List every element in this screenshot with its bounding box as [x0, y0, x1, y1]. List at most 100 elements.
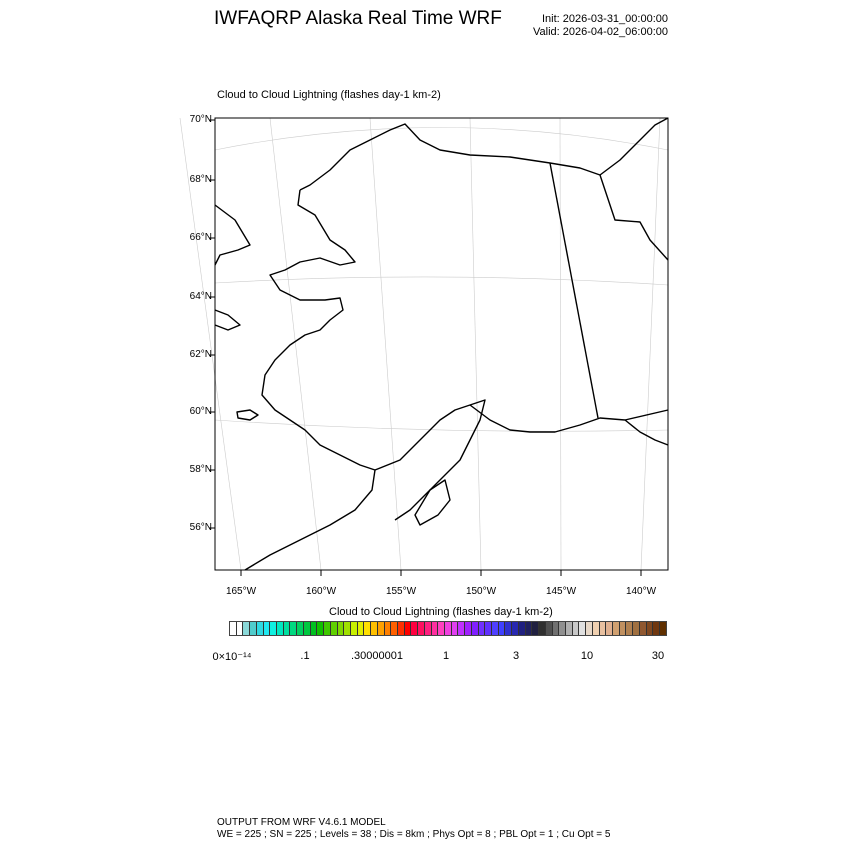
- colorbar-swatch: [397, 622, 405, 635]
- colorbar-swatch: [458, 622, 466, 635]
- colorbar-swatch: [586, 622, 593, 635]
- colorbar-swatch: [236, 622, 244, 635]
- lat-label: 62°N: [189, 349, 212, 360]
- lon-label: 160°W: [305, 586, 337, 597]
- colorbar-swatch: [424, 622, 432, 635]
- colorbar-swatch: [337, 622, 345, 635]
- coast-segment: [414, 479, 451, 526]
- coast-segment: [549, 162, 599, 419]
- colorbar-swatch: [465, 622, 472, 635]
- lat-label: 60°N: [189, 406, 212, 417]
- lon-label: 145°W: [545, 586, 577, 597]
- colorbar-swatch: [310, 622, 318, 635]
- lat-label: 66°N: [189, 232, 212, 243]
- lat-label: 68°N: [189, 174, 212, 185]
- colorbar-swatch: [377, 622, 385, 635]
- colorbar-swatch: [612, 622, 620, 635]
- colorbar-swatch: [532, 622, 540, 635]
- parallel-line: [214, 419, 669, 432]
- lon-label: 150°W: [465, 586, 497, 597]
- lat-lon-grid: [179, 117, 669, 571]
- colorbar-label: 30: [651, 650, 665, 662]
- colorbar-swatch: [357, 622, 365, 635]
- colorbar-swatch: [592, 622, 600, 635]
- colorbar-swatch: [431, 622, 439, 635]
- colorbar-swatch: [653, 622, 660, 635]
- colorbar-swatch: [391, 622, 398, 635]
- colorbar-swatch: [250, 622, 257, 635]
- coast-segment: [469, 404, 669, 446]
- colorbar-swatch: [384, 622, 392, 635]
- parallel-line: [214, 127, 669, 151]
- colorbar-swatch: [411, 622, 419, 635]
- plot-title: IWFAQRP Alaska Real Time WRF: [214, 8, 502, 29]
- lat-label: 70°N: [189, 114, 212, 125]
- colorbar-swatch: [626, 622, 634, 635]
- colorbar-swatch: [364, 622, 372, 635]
- coast-segment: [599, 174, 669, 261]
- colorbar-swatch: [539, 622, 546, 635]
- colorbar-label: .30000001: [351, 650, 403, 662]
- colorbar-swatch: [350, 622, 358, 635]
- colorbar-swatch: [599, 622, 607, 635]
- meridian-line: [269, 117, 322, 571]
- colorbar-label: 10: [580, 650, 594, 662]
- colorbar: [229, 621, 667, 636]
- map-frame: [214, 117, 669, 571]
- colorbar-swatch: [290, 622, 298, 635]
- colorbar-label: 1: [442, 650, 450, 662]
- time-info: Init: 2026-03-31_00:00:00 Valid: 2026-04…: [533, 13, 668, 39]
- footer-line-1: OUTPUT FROM WRF V4.6.1 MODEL: [217, 817, 386, 828]
- colorbar-label: .1: [300, 650, 310, 662]
- colorbar-swatch: [559, 622, 566, 635]
- colorbar-swatch: [256, 622, 264, 635]
- lat-label: 58°N: [189, 464, 212, 475]
- field-title: Cloud to Cloud Lightning (flashes day-1 …: [217, 89, 441, 101]
- footer-line-2: WE = 225 ; SN = 225 ; Levels = 38 ; Dis …: [217, 829, 611, 840]
- colorbar-swatch: [471, 622, 479, 635]
- meridian-line: [640, 117, 661, 571]
- colorbar-swatch: [303, 622, 311, 635]
- colorbar-swatch: [492, 622, 499, 635]
- coast-segment: [299, 117, 669, 191]
- coast-segment: [374, 399, 486, 521]
- coast-segment: [214, 204, 251, 266]
- colorbar-swatch: [330, 622, 338, 635]
- colorbar-swatch: [579, 622, 587, 635]
- colorbar-swatch: [317, 622, 325, 635]
- model-footer: OUTPUT FROM WRF V4.6.1 MODEL WE = 225 ; …: [217, 817, 610, 841]
- colorbar-swatch: [646, 622, 654, 635]
- init-time: Init: 2026-03-31_00:00:00: [542, 13, 668, 25]
- coast-segment: [236, 409, 259, 421]
- colorbar-swatch: [243, 622, 251, 635]
- colorbar-swatch: [418, 622, 425, 635]
- coast-segment: [244, 189, 376, 571]
- colorbar-swatch: [512, 622, 519, 635]
- coast-segment: [624, 409, 669, 421]
- colorbar-swatch: [371, 622, 378, 635]
- colorbar-swatch: [451, 622, 459, 635]
- lat-label: 56°N: [189, 522, 212, 533]
- colorbar-swatch: [283, 622, 291, 635]
- meridian-line: [179, 117, 242, 571]
- colorbar-swatch: [660, 622, 666, 635]
- colorbar-swatch: [263, 622, 271, 635]
- colorbar-swatch: [445, 622, 452, 635]
- coast-segment: [214, 309, 241, 331]
- colorbar-label: 0×10⁻¹⁴: [212, 651, 252, 663]
- colorbar-swatch: [478, 622, 486, 635]
- colorbar-swatch: [525, 622, 533, 635]
- colorbar-swatch: [552, 622, 560, 635]
- colorbar-swatch: [438, 622, 445, 635]
- colorbar-swatch: [639, 622, 647, 635]
- colorbar-swatch: [297, 622, 304, 635]
- colorbar-label: 3: [512, 650, 520, 662]
- meridian-line: [469, 117, 482, 571]
- colorbar-swatch: [344, 622, 351, 635]
- meridian-line: [559, 117, 562, 571]
- colorbar-swatch: [485, 622, 493, 635]
- lon-label: 155°W: [385, 586, 417, 597]
- colorbar-swatch: [270, 622, 278, 635]
